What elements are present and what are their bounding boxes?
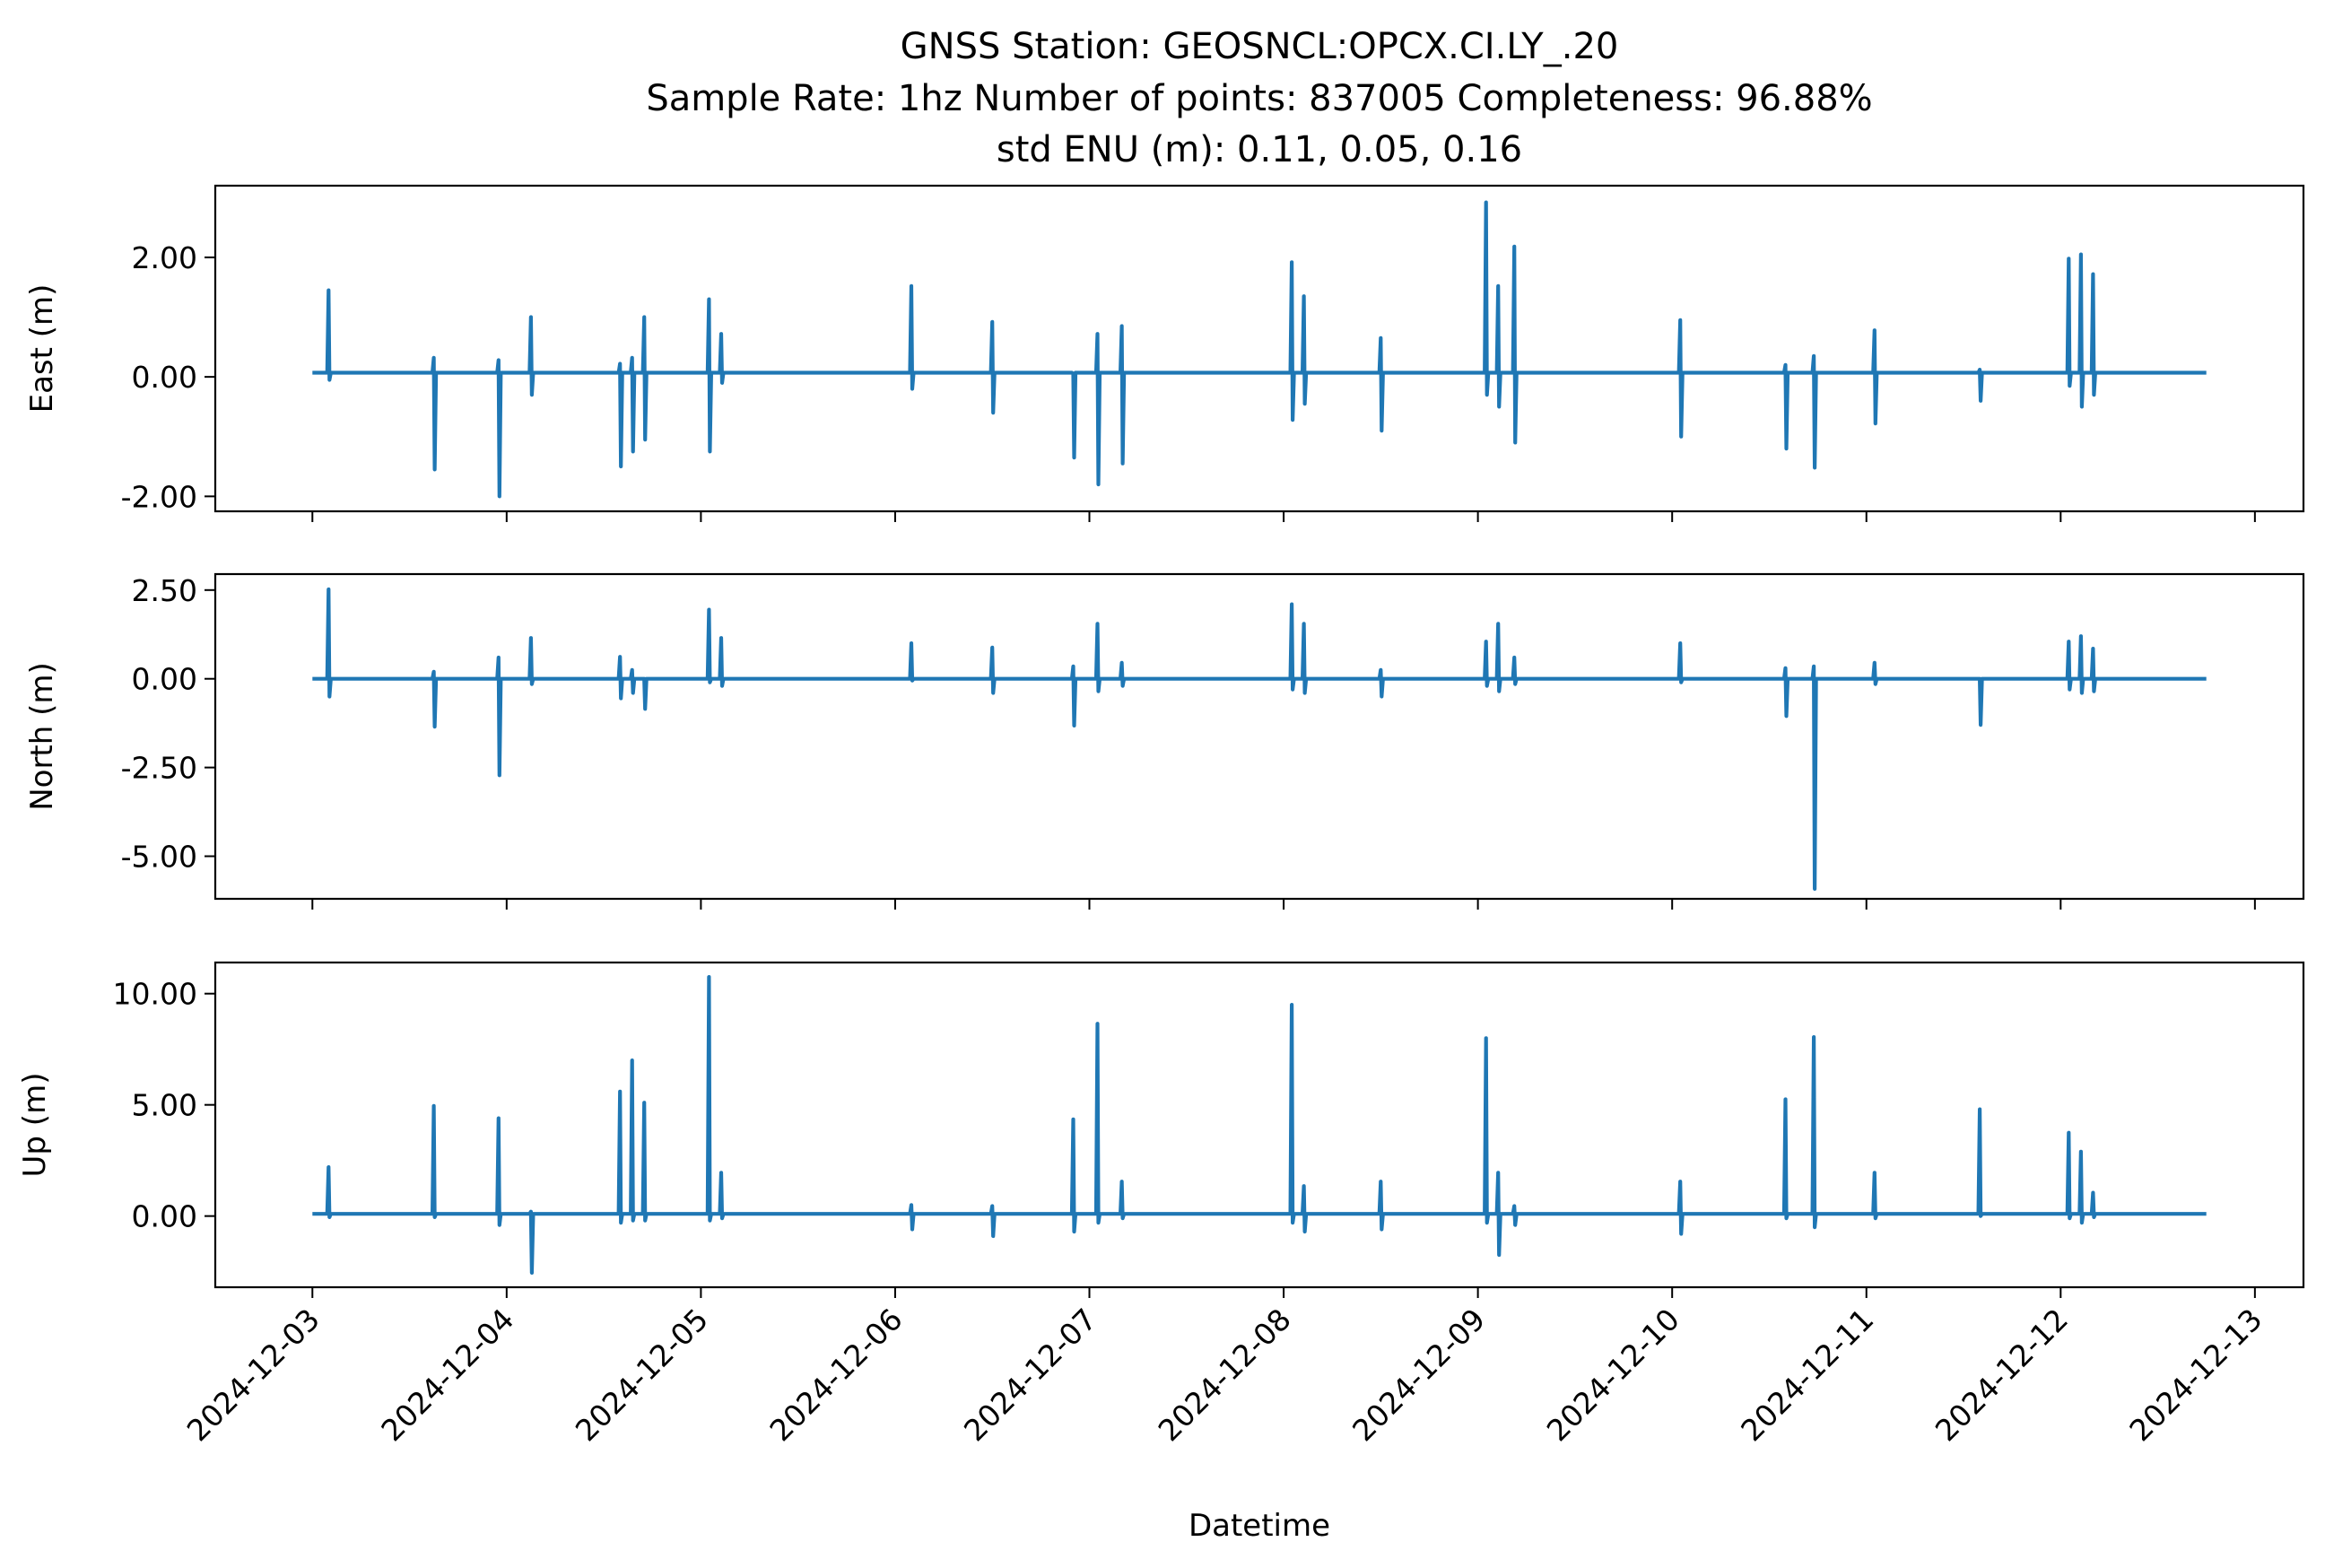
y-tick-label: -5.00	[121, 840, 197, 875]
axes-frame	[213, 184, 2305, 513]
y-tick-label: 2.00	[132, 240, 197, 275]
series-line-north	[312, 587, 2207, 891]
chart-panels: -2.00 0.00 2.00 East (m) -5.00 -2.50 0.00 2.50 N…	[17, 184, 2305, 1448]
y-tick-label: 0.00	[132, 662, 197, 697]
y-axis-label: East (m)	[24, 284, 60, 414]
y-tick-label: 2.50	[132, 573, 197, 608]
y-tick-label: 5.00	[132, 1088, 197, 1123]
y-axis-label: North (m)	[24, 662, 60, 811]
y-tick-label: 0.00	[132, 360, 197, 395]
series-line-up	[312, 975, 2207, 1275]
x-tick-label: 2024-12-10	[1540, 1302, 1686, 1448]
x-tick-label: 2024-12-07	[957, 1302, 1103, 1448]
x-tick-label: 2024-12-09	[1345, 1302, 1492, 1448]
panel-east: -2.00 0.00 2.00 East (m)	[24, 184, 2305, 522]
series-line-east	[312, 200, 2207, 499]
y-tick-label: 10.00	[113, 977, 197, 1012]
x-tick-label: 2024-12-03	[180, 1302, 327, 1448]
axes-frame	[213, 572, 2305, 901]
x-tick-label: 2024-12-11	[1734, 1302, 1880, 1448]
panel-up: 0.00 5.00 10.00 Up (m) 2024-12-03 2024-12-04 2…	[17, 961, 2305, 1448]
y-tick-label: -2.00	[121, 479, 197, 514]
title-line-3: std ENU (m): 0.11, 0.05, 0.16	[997, 129, 1522, 170]
title-line-1: GNSS Station: GEOSNCL:OPCX.CI.LY_.20	[901, 26, 1619, 67]
y-tick-label: 0.00	[132, 1199, 197, 1234]
x-tick-label: 2024-12-13	[2122, 1302, 2268, 1448]
y-tick-label: -2.50	[121, 751, 197, 786]
panel-north: -5.00 -2.50 0.00 2.50 North (m)	[24, 572, 2305, 910]
y-axis-label: Up (m)	[17, 1073, 53, 1178]
x-axis-label: Datetime	[1189, 1508, 1330, 1544]
axes-frame	[213, 961, 2305, 1289]
title-line-2: Sample Rate: 1hz Number of points: 83700…	[646, 78, 1872, 119]
x-tick-label: 2024-12-05	[569, 1302, 715, 1448]
x-tick-label: 2024-12-06	[762, 1302, 909, 1448]
x-tick-label: 2024-12-08	[1152, 1302, 1298, 1448]
x-tick-label: 2024-12-04	[374, 1302, 520, 1448]
x-tick-label: 2024-12-12	[1929, 1302, 2075, 1448]
figure-title: GNSS Station: GEOSNCL:OPCX.CI.LY_.20 Sam…	[646, 26, 1872, 170]
